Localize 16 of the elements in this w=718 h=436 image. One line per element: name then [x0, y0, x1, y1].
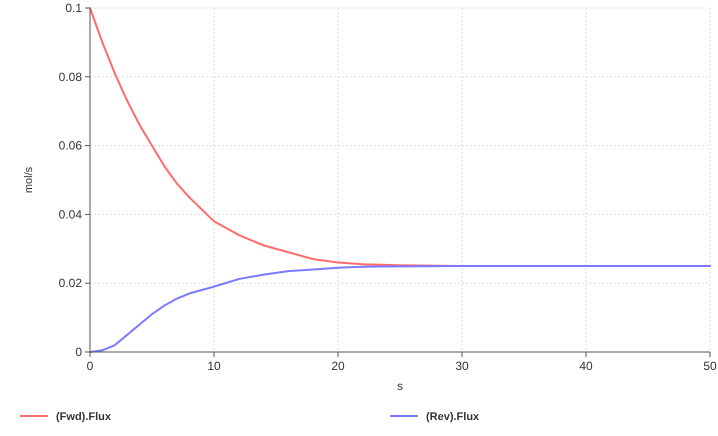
- legend-label: (Fwd).Flux: [56, 411, 112, 423]
- x-tick-label: 10: [207, 359, 221, 373]
- y-tick-label: 0.06: [58, 138, 82, 153]
- x-tick-label: 50: [703, 359, 717, 373]
- y-tick-label: 0: [75, 345, 82, 359]
- x-axis-title: s: [397, 379, 403, 393]
- y-axis-title: mol/s: [23, 166, 35, 194]
- y-tick-label: 0.08: [58, 70, 82, 84]
- x-tick-label: 40: [579, 359, 593, 373]
- legend-label: (Rev).Flux: [426, 411, 480, 423]
- x-tick-label: 20: [331, 359, 345, 373]
- y-tick-label: 0.02: [58, 276, 82, 290]
- x-tick-label: 0: [86, 359, 94, 373]
- x-tick-label: 30: [455, 359, 469, 373]
- y-tick-label: 0.04: [58, 207, 82, 222]
- y-tick-label: 0.1: [65, 1, 82, 15]
